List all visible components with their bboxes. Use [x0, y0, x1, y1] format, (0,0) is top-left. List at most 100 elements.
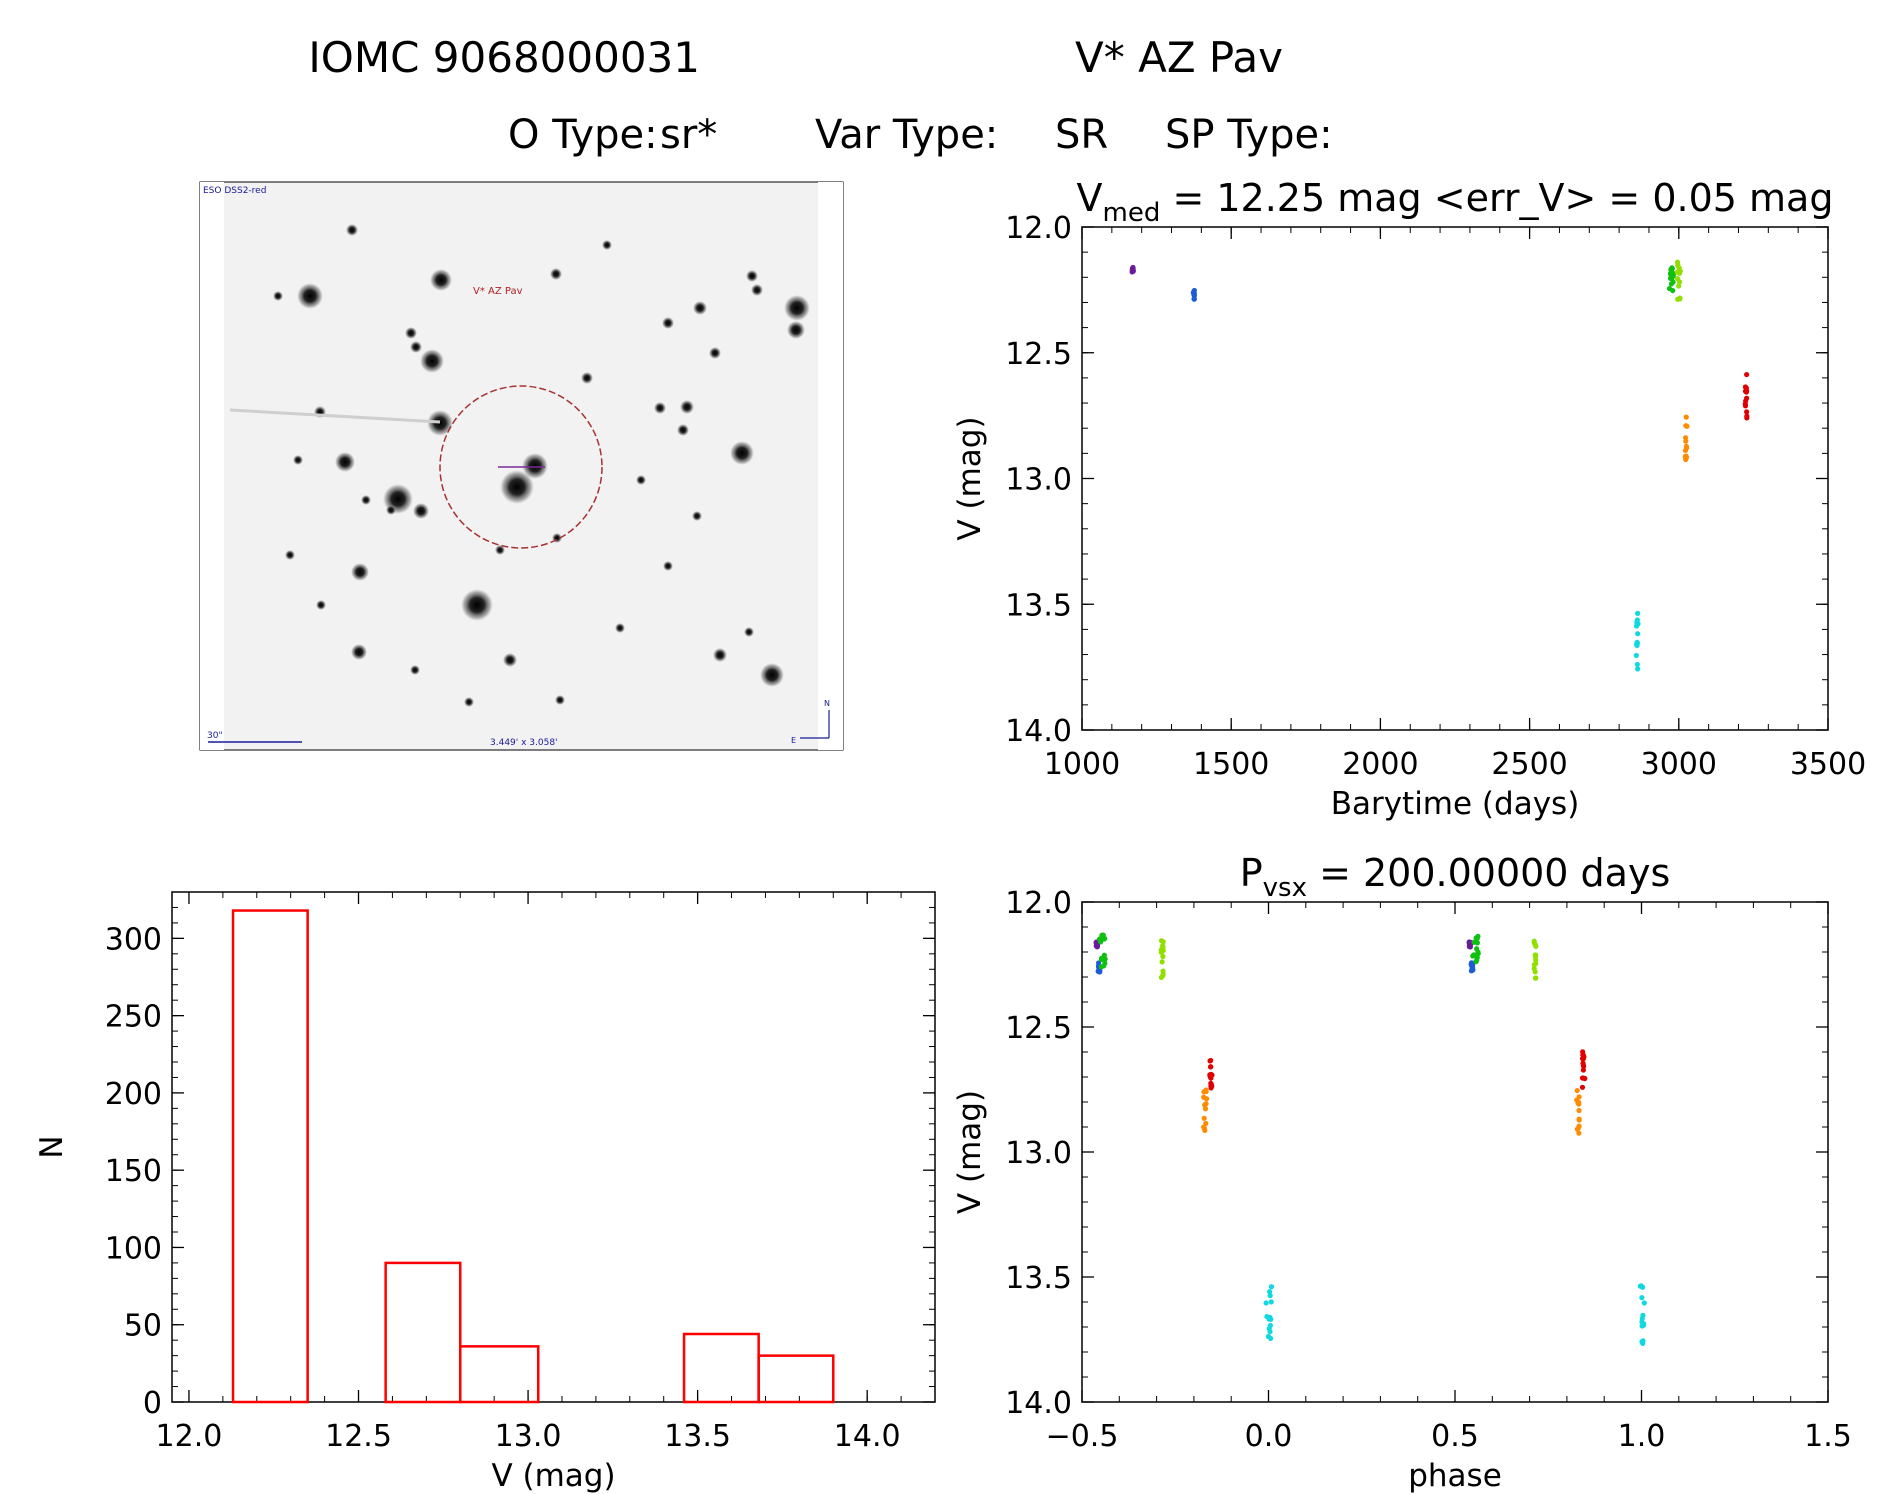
plot-frame	[1081, 226, 1829, 731]
title-subscript: med	[1103, 198, 1161, 228]
data-point	[1159, 959, 1165, 965]
plot-frame	[1081, 901, 1829, 1403]
star	[285, 550, 295, 560]
data-point	[1191, 296, 1197, 302]
data-point	[1158, 949, 1164, 956]
survey-label: ESO DSS2-red	[203, 186, 266, 196]
data-point	[1580, 1067, 1586, 1073]
sptype-label: SP Type:	[1165, 112, 1333, 158]
star	[346, 224, 358, 236]
data-point	[1267, 1289, 1273, 1295]
data-point	[1743, 389, 1749, 395]
star	[615, 623, 625, 633]
data-point	[1097, 969, 1103, 975]
data-point	[1158, 938, 1165, 944]
data-point	[1682, 454, 1689, 460]
star	[692, 511, 702, 521]
y-tick-label: 13.0	[1005, 463, 1072, 498]
object-id-title: IOMC 9068000031	[308, 33, 700, 82]
data-point	[1579, 1084, 1586, 1090]
star	[677, 424, 689, 436]
star	[550, 268, 562, 280]
histogram-bar	[458, 1345, 540, 1404]
histogram-bar	[231, 909, 309, 1404]
y-tick-label: 0	[143, 1386, 162, 1421]
data-point	[1532, 952, 1538, 958]
data-point	[1474, 940, 1480, 946]
star	[495, 545, 505, 555]
data-point	[1677, 296, 1683, 302]
phasecurve-chart: −0.5 0.0 0.5 1.0 1.5 12.0 12.5 13.0 13.5 14.0 phas…	[952, 851, 1852, 1494]
data-point	[1639, 1295, 1645, 1301]
x-tick-label: 12.5	[325, 1419, 392, 1454]
data-point	[1676, 269, 1682, 275]
object-name-title: V* AZ Pav	[1075, 33, 1283, 82]
title-rest: = 200.00000 days	[1307, 851, 1670, 895]
data-point	[1579, 1075, 1586, 1081]
star	[351, 563, 369, 581]
data-point	[1580, 1055, 1587, 1062]
data-point	[1203, 1087, 1209, 1093]
finder-image: ESO DSS2-red V* AZ Pav 30" 3.449' x 3.05…	[199, 181, 844, 751]
data-point	[1576, 1101, 1582, 1107]
data-point	[1634, 661, 1640, 668]
scale-label: 30"	[207, 731, 223, 741]
x-tick-label: 2000	[1342, 747, 1418, 782]
data-point	[1159, 945, 1165, 952]
data-point	[1207, 1058, 1213, 1064]
data-point	[1208, 1075, 1214, 1081]
x-tick-label: 0.5	[1431, 1419, 1479, 1454]
data-point	[1668, 281, 1674, 287]
data-point	[1466, 939, 1472, 945]
title-rest: = 12.25 mag <err_V> = 0.05 mag	[1160, 176, 1833, 220]
data-point	[1669, 275, 1675, 281]
data-point	[1533, 961, 1539, 967]
data-point	[1576, 1107, 1582, 1114]
data-point	[1160, 971, 1166, 977]
data-point	[1683, 438, 1689, 444]
y-tick-label: 14.0	[1005, 714, 1072, 749]
data-point	[1635, 666, 1641, 672]
data-point	[1474, 954, 1480, 961]
data-point	[1580, 1060, 1586, 1066]
data-point	[1676, 279, 1683, 285]
data-point	[1633, 623, 1640, 629]
data-point	[1638, 1283, 1644, 1289]
data-point	[1574, 1087, 1580, 1094]
y-tick-label: 150	[105, 1154, 162, 1189]
chart-title: Vmed = 12.25 mag <err_V> = 0.05 mag	[1077, 176, 1834, 228]
title-main: V	[1077, 176, 1103, 220]
data-point	[1263, 1300, 1269, 1306]
data-point	[1576, 1124, 1582, 1130]
y-tick-label: 13.0	[1005, 1136, 1072, 1171]
star	[555, 695, 565, 705]
star	[636, 475, 646, 485]
star	[784, 295, 810, 321]
x-tick-label: 1500	[1193, 747, 1269, 782]
data-point	[1743, 398, 1749, 404]
histogram-bar	[682, 1332, 760, 1404]
star	[293, 455, 303, 465]
y-tick-label: 13.5	[1005, 588, 1072, 623]
lightcurve-chart: 1000 1500 2000 2500 3000 3500 12.0 12.5 13.0 13.5…	[952, 176, 1866, 822]
data-point	[1666, 285, 1673, 292]
data-point	[1580, 1049, 1586, 1055]
data-point	[1208, 1081, 1214, 1087]
data-point	[1201, 1094, 1207, 1100]
data-point	[1676, 283, 1682, 289]
y-tick-label: 300	[105, 922, 162, 957]
data-point	[1633, 652, 1639, 659]
data-point	[1268, 1284, 1275, 1290]
data-point	[1203, 1120, 1209, 1127]
star	[746, 270, 758, 282]
data-point	[1098, 956, 1105, 963]
data-point	[1191, 288, 1197, 295]
y-tick-label: 250	[105, 1000, 162, 1035]
data-point	[1531, 965, 1537, 972]
x-tick-label: 1.0	[1618, 1419, 1666, 1454]
star	[760, 663, 784, 687]
star	[500, 470, 534, 504]
star	[751, 284, 763, 296]
data-point	[1683, 414, 1689, 420]
data-point	[1267, 1322, 1273, 1329]
